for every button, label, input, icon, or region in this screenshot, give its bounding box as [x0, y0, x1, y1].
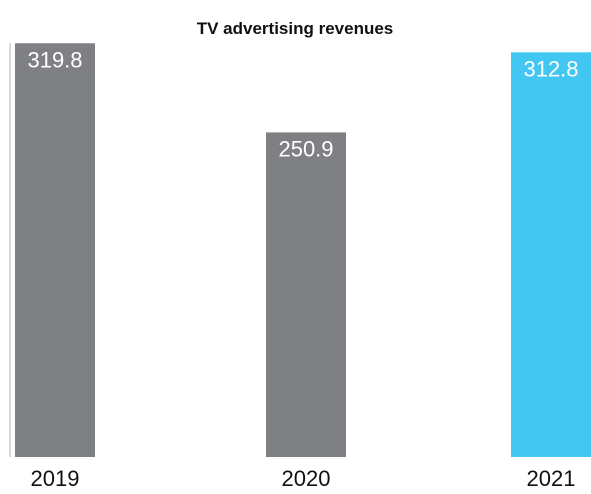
value-label-2019: 319.8: [27, 47, 82, 72]
category-label-2019: 2019: [31, 466, 80, 491]
value-label-2020: 250.9: [278, 136, 333, 161]
category-label-2020: 2020: [282, 466, 331, 491]
bars-group: 319.8 2019 250.9 2020 312.8 2021: [15, 43, 591, 491]
category-label-2021: 2021: [527, 466, 576, 491]
value-label-2021: 312.8: [523, 56, 578, 81]
bar-2021: [511, 52, 591, 457]
chart-title: TV advertising revenues: [197, 19, 394, 38]
bar-2019: [15, 43, 95, 457]
bar-2020: [266, 132, 346, 457]
